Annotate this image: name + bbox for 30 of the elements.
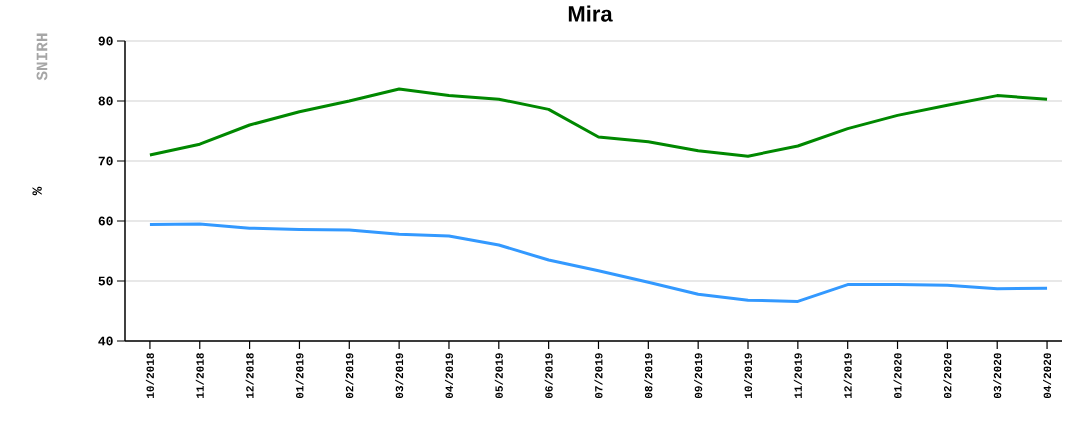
text: SNIRH [36, 33, 48, 81]
line-series [148, 222, 1049, 303]
x-tick-label: 02/2020 [943, 353, 952, 399]
x-tick-label: 01/2020 [893, 353, 902, 399]
y-tick-label: 60 [98, 216, 113, 226]
x-tick-label: 02/2019 [345, 353, 354, 399]
x-tick-label: 09/2019 [694, 353, 703, 399]
x-tick-label: 12/2018 [245, 353, 254, 398]
x-tick-label: 06/2019 [544, 353, 553, 399]
y-tick-label: 70 [98, 156, 113, 166]
y-tick-label: 90 [98, 36, 113, 46]
x-tick-label: 07/2019 [594, 353, 603, 399]
y-tick-label: 40 [98, 336, 113, 346]
x-tick-label: 08/2019 [644, 353, 653, 399]
x-tick-label: 11/2019 [793, 353, 802, 398]
y-tick-label: 80 [98, 96, 113, 106]
x-tick-label: 11/2018 [195, 353, 204, 398]
x-tick-label: 12/2019 [843, 353, 852, 398]
x-tick-label: 03/2019 [395, 353, 404, 399]
x-tick-label: 10/2018 [145, 353, 154, 398]
line-series [148, 87, 1049, 158]
x-tick-label: 04/2020 [1043, 353, 1052, 399]
y-tick-label: 50 [98, 276, 113, 286]
x-tick-label: 05/2019 [494, 353, 503, 399]
y-axis-title: % [32, 186, 42, 196]
x-tick-label: 03/2020 [993, 353, 1002, 399]
chart-title: Mira [568, 5, 613, 22]
x-tick-label: 10/2019 [743, 353, 753, 398]
x-tick-label: 01/2019 [295, 353, 304, 399]
x-tick-label: 04/2019 [444, 353, 454, 399]
